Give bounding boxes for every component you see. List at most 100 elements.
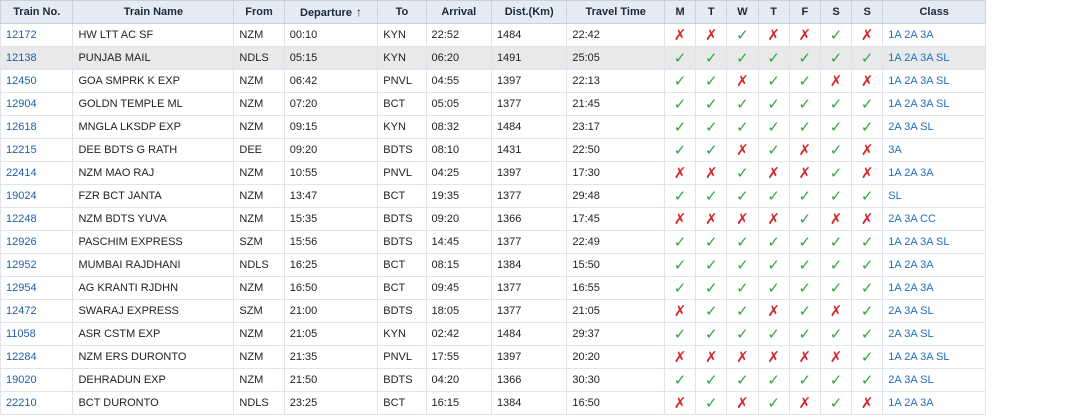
travel-classes[interactable]: 2A 3A SL: [882, 368, 986, 392]
train-name: FZR BCT JANTA: [72, 184, 235, 208]
train-number-link[interactable]: 12926: [6, 236, 37, 248]
table-row[interactable]: 19020 DEHRADUN EXP NZM 21:50 BDTS 04:20 1366 30…: [0, 368, 986, 392]
table-row[interactable]: 22210 BCT DURONTO NDLS 23:25 BCT 16:15 1384 16:…: [0, 391, 986, 415]
table-row[interactable]: 12954 AG KRANTI RJDHN NZM 16:50 BCT 09:45 1377…: [0, 276, 986, 300]
travel-classes[interactable]: 1A 2A 3A: [882, 391, 986, 415]
table-row[interactable]: 12450 GOA SMPRK K EXP NZM 06:42 PNVL 04:55 139…: [0, 69, 986, 93]
day-thu-cell: ✓: [757, 391, 790, 415]
train-name: BCT DURONTO: [72, 391, 235, 415]
table-row[interactable]: 12284 NZM ERS DURONTO NZM 21:35 PNVL 17:55 139…: [0, 345, 986, 369]
train-number-link[interactable]: 12472: [6, 305, 37, 317]
day-sun-cell: ✗: [851, 138, 884, 162]
check-icon: ✓: [673, 188, 687, 205]
day-thu-cell: ✓: [757, 138, 790, 162]
train-number-link[interactable]: 12215: [6, 144, 37, 156]
check-icon: ✓: [829, 280, 843, 297]
day-wed-cell: ✓: [726, 368, 759, 392]
check-icon: ✓: [736, 119, 749, 136]
cross-icon: ✗: [860, 165, 874, 182]
header-day-wed[interactable]: W: [726, 0, 759, 24]
train-number-link[interactable]: 12618: [6, 121, 37, 133]
table-row[interactable]: 12952 MUMBAI RAJDHANI NDLS 16:25 BCT 08:15 138…: [0, 253, 986, 277]
header-departure[interactable]: Departure ↑: [283, 0, 379, 24]
travel-classes[interactable]: 1A 2A 3A SL: [882, 92, 986, 116]
from-station: NZM: [233, 322, 285, 346]
header-train-no[interactable]: Train No.: [0, 0, 74, 24]
travel-classes[interactable]: 1A 2A 3A SL: [882, 345, 986, 369]
travel-classes[interactable]: 1A 2A 3A: [882, 253, 986, 277]
header-day-tue[interactable]: T: [695, 0, 728, 24]
table-row[interactable]: 12138 PUNJAB MAIL NDLS 05:15 KYN 06:20 1491 25:…: [0, 46, 986, 70]
table-row[interactable]: 22414 NZM MAO RAJ NZM 10:55 PNVL 04:25 1397 17:…: [0, 161, 986, 185]
day-fri-cell: ✓: [788, 299, 821, 323]
travel-classes[interactable]: 2A 3A SL: [882, 115, 986, 139]
header-day-mon[interactable]: M: [663, 0, 697, 24]
train-number-link[interactable]: 12172: [6, 29, 37, 41]
from-station: NZM: [233, 368, 285, 392]
train-number-link[interactable]: 19020: [6, 374, 37, 386]
travel-classes[interactable]: 3A: [882, 138, 986, 162]
travel-classes[interactable]: SL: [882, 184, 986, 208]
train-number-link[interactable]: 12954: [6, 282, 37, 294]
check-icon: ✓: [767, 119, 780, 136]
table-row[interactable]: 12904 GOLDN TEMPLE ML NZM 07:20 BCT 05:05 1377…: [0, 92, 986, 116]
travel-classes[interactable]: 2A 3A CC: [882, 207, 986, 231]
table-row[interactable]: 12215 DEE BDTS G RATH DEE 09:20 BDTS 08:10 143…: [0, 138, 986, 162]
day-tue-cell: ✓: [695, 391, 728, 415]
header-travel-time[interactable]: Travel Time: [566, 0, 665, 24]
table-row[interactable]: 12248 NZM BDTS YUVA NZM 15:35 BDTS 09:20 1366 1…: [0, 207, 986, 231]
header-to[interactable]: To: [377, 0, 427, 24]
header-from[interactable]: From: [233, 0, 285, 24]
distance: 1397: [490, 69, 568, 93]
table-row[interactable]: 12926 PASCHIM EXPRESS SZM 15:56 BDTS 14:45 137…: [0, 230, 986, 254]
travel-classes[interactable]: 1A 2A 3A SL: [882, 230, 986, 254]
header-distance[interactable]: Dist.(Km): [490, 0, 568, 24]
day-tue-cell: ✓: [695, 46, 728, 70]
header-day-thu[interactable]: T: [757, 0, 790, 24]
from-station: NZM: [233, 23, 285, 47]
train-number-link[interactable]: 12450: [6, 75, 37, 87]
train-number-link[interactable]: 12952: [6, 259, 37, 271]
arrival-time: 08:15: [425, 253, 492, 277]
day-thu-cell: ✓: [757, 69, 790, 93]
travel-classes[interactable]: 1A 2A 3A: [882, 23, 986, 47]
cross-icon: ✗: [736, 211, 749, 228]
train-number-link[interactable]: 12904: [6, 98, 37, 110]
check-icon: ✓: [736, 234, 749, 251]
header-train-name[interactable]: Train Name: [72, 0, 235, 24]
train-number-link-cell: 19024: [0, 184, 74, 208]
header-class[interactable]: Class: [882, 0, 986, 24]
train-name: NZM MAO RAJ: [72, 161, 235, 185]
travel-classes[interactable]: 1A 2A 3A SL: [882, 46, 986, 70]
header-day-sun[interactable]: S: [851, 0, 884, 24]
header-day-sat[interactable]: S: [819, 0, 853, 24]
table-row[interactable]: 12472 SWARAJ EXPRESS SZM 21:00 BDTS 18:05 1377…: [0, 299, 986, 323]
train-number-link[interactable]: 22414: [6, 167, 37, 179]
table-row[interactable]: 12172 HW LTT AC SF NZM 00:10 KYN 22:52 1484 22:…: [0, 23, 986, 47]
arrival-time: 22:52: [425, 23, 492, 47]
check-icon: ✓: [736, 326, 749, 343]
train-number-link[interactable]: 11058: [6, 328, 36, 340]
header-arrival[interactable]: Arrival: [425, 0, 492, 24]
travel-classes[interactable]: 1A 2A 3A: [882, 161, 986, 185]
train-name: NZM ERS DURONTO: [72, 345, 235, 369]
departure-time: 06:42: [283, 69, 379, 93]
check-icon: ✓: [798, 372, 812, 389]
table-row[interactable]: 19024 FZR BCT JANTA NZM 13:47 BCT 19:35 1377 29…: [0, 184, 986, 208]
travel-classes[interactable]: 2A 3A SL: [882, 322, 986, 346]
travel-classes[interactable]: 1A 2A 3A: [882, 276, 986, 300]
arrival-time: 18:05: [425, 299, 492, 323]
train-number-link[interactable]: 12284: [6, 351, 37, 363]
check-icon: ✓: [704, 257, 718, 274]
table-row[interactable]: 11058 ASR CSTM EXP NZM 21:05 KYN 02:42 1484 29:…: [0, 322, 986, 346]
table-row[interactable]: 12618 MNGLA LKSDP EXP NZM 09:15 KYN 08:32 1484…: [0, 115, 986, 139]
header-day-fri[interactable]: F: [788, 0, 821, 24]
train-number-link[interactable]: 19024: [6, 190, 37, 202]
day-thu-cell: ✓: [757, 92, 790, 116]
check-icon: ✓: [704, 96, 718, 113]
train-number-link[interactable]: 12248: [6, 213, 37, 225]
train-number-link[interactable]: 12138: [6, 52, 37, 64]
travel-classes[interactable]: 1A 2A 3A SL: [882, 69, 986, 93]
train-number-link[interactable]: 22210: [6, 397, 37, 409]
travel-classes[interactable]: 2A 3A SL: [882, 299, 986, 323]
